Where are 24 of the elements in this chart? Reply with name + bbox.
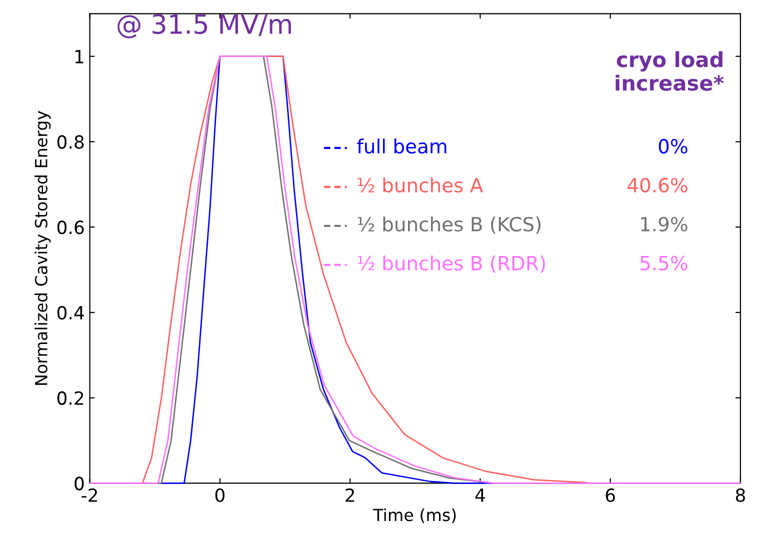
y-tick-label: 0.8	[57, 135, 84, 149]
annotation: 0%	[658, 138, 688, 154]
legend-label: full beam	[357, 138, 446, 154]
x-axis-title: Time (ms)	[373, 508, 456, 524]
x-tick-label: 8	[736, 488, 745, 502]
y-tick-label: 0	[74, 476, 84, 490]
chart-title: @ 31.5 MV/m	[118, 14, 291, 38]
y-tick-label: 1	[75, 50, 84, 64]
x-tick-label: 0	[215, 488, 224, 502]
legend-label: ½ bunches B (RDR)	[358, 255, 545, 273]
legend-label: ½ bunches B (KCS)	[358, 216, 540, 234]
annotation: 1.9%	[641, 216, 688, 232]
annotation: 40.6%	[628, 178, 688, 193]
x-tick-label: 2	[346, 488, 354, 502]
legend-label: ½ bunches A	[358, 178, 484, 193]
x-tick-label: -2	[82, 488, 97, 502]
y-axis-title: Normalized Cavity Stored Energy	[34, 110, 51, 385]
y-tick-label: 0.2	[57, 391, 84, 405]
x-tick-label: 4	[475, 488, 485, 502]
y-tick-label: 0.6	[57, 220, 84, 234]
annotation: 5.5%	[640, 256, 688, 271]
x-tick-label: 6	[606, 488, 615, 502]
y-tick-label: 0.4	[57, 306, 84, 320]
legend-title: cryo load increase*	[616, 51, 724, 91]
